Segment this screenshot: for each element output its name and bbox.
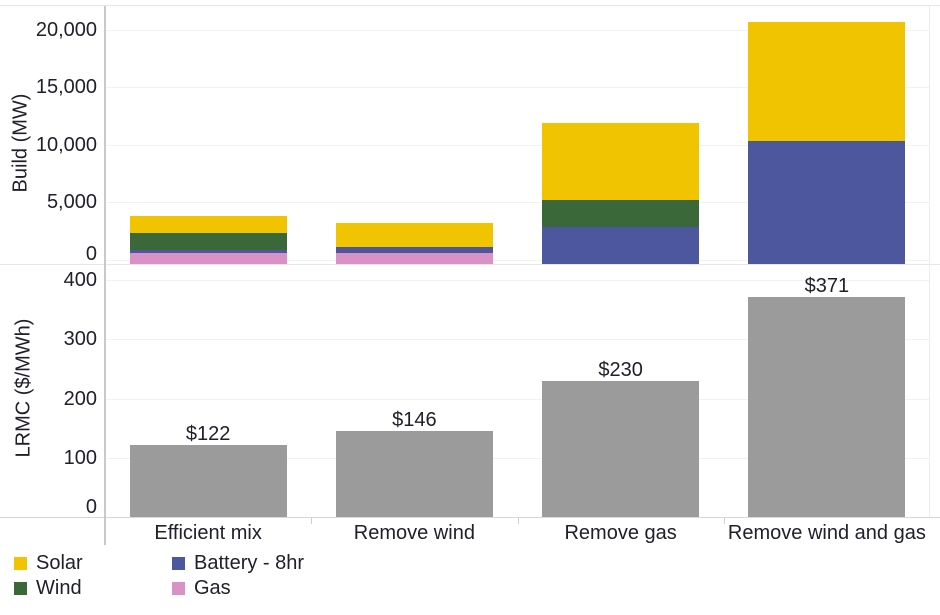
- bar-lrmc-remove-gas: [542, 380, 700, 517]
- legend-label-battery-8hr: Battery - 8hr: [194, 551, 305, 574]
- legend-swatch-solar: [14, 556, 27, 570]
- y-axis-line: [104, 6, 106, 545]
- legend-item-solar: Solar: [14, 552, 83, 574]
- y-tick-label-lrmc-100: 100: [63, 447, 97, 469]
- gridline-build-15000: [105, 87, 930, 89]
- gridline-lrmc-400: [105, 279, 930, 281]
- bar-segment-solar-efficient-mix: [129, 216, 287, 234]
- y-axis-title-build: Build (MW): [9, 93, 32, 193]
- x-category-label-remove-wind: Remove wind: [353, 522, 475, 544]
- y-tick-label-build-20000: 20,000: [35, 18, 97, 41]
- bar-lrmc-remove-wind: [335, 430, 493, 517]
- bar-segment-wind-remove-gas: [542, 199, 700, 227]
- bar-segment-gas-remove-wind: [335, 252, 493, 264]
- x-axis-line: [0, 517, 940, 518]
- bar-value-label-remove-wind: $146: [392, 408, 437, 431]
- legend-item-battery-8hr: Battery - 8hr: [172, 552, 304, 574]
- gridline-build-5000: [105, 202, 930, 204]
- bar-lrmc-efficient-mix: [129, 444, 287, 517]
- legend-item-wind: Wind: [14, 577, 83, 599]
- bar-segment-gas-efficient-mix: [129, 253, 287, 264]
- x-axis-boundary-tick-1: [311, 517, 313, 524]
- bar-segment-solar-remove-gas: [542, 122, 700, 200]
- bar-segment-battery-8hr-remove-wind: [335, 246, 493, 253]
- legend-column-1: Solar Wind: [14, 552, 83, 599]
- bar-segment-battery-8hr-efficient-mix: [129, 249, 287, 254]
- bar-segment-battery-8hr-remove-gas: [542, 226, 700, 264]
- legend-item-gas: Gas: [172, 577, 304, 599]
- y-tick-label-build-0: 0: [85, 243, 97, 265]
- y-tick-label-lrmc-200: 200: [63, 387, 97, 410]
- gridline-lrmc-300: [105, 339, 930, 340]
- x-axis-boundary-tick-2: [517, 517, 519, 524]
- y-tick-label-lrmc-400: 400: [63, 268, 97, 291]
- x-category-label-remove-gas: Remove gas: [564, 522, 677, 544]
- panel-separator: [0, 264, 940, 265]
- y-tick-label-build-15000: 15,000: [35, 76, 97, 99]
- legend-label-gas: Gas: [194, 576, 231, 599]
- bar-segment-solar-remove-wind: [335, 222, 493, 247]
- bar-segment-solar-remove-wind-and-gas: [748, 21, 906, 141]
- gridline-build-20000: [105, 29, 930, 31]
- bar-value-label-remove-wind-and-gas: $371: [804, 274, 850, 297]
- y-tick-label-lrmc-300: 300: [63, 328, 97, 350]
- legend-column-2: Battery - 8hr Gas: [172, 552, 304, 599]
- gridline-lrmc-200: [105, 398, 930, 400]
- x-category-label-efficient-mix: Efficient mix: [154, 522, 262, 544]
- plot-right-border: [929, 6, 930, 517]
- legend-swatch-gas: [172, 581, 185, 595]
- legend-swatch-battery-8hr: [172, 556, 185, 570]
- y-tick-label-lrmc-0: 0: [85, 496, 97, 518]
- x-category-label-remove-wind-and-gas: Remove wind and gas: [727, 522, 926, 544]
- x-axis-boundary-tick-3: [723, 517, 725, 524]
- bar-value-label-efficient-mix: $122: [185, 422, 231, 445]
- bar-value-label-remove-gas: $230: [598, 358, 643, 381]
- bar-segment-wind-efficient-mix: [129, 233, 287, 250]
- gridline-build-0: [105, 259, 930, 261]
- bar-lrmc-remove-wind-and-gas: [748, 296, 906, 517]
- y-tick-label-build-5000: 5,000: [46, 191, 97, 214]
- y-axis-title-lrmc: LRMC ($/MWh): [12, 318, 35, 458]
- figure-top-rule: [0, 5, 940, 6]
- gridline-build-10000: [105, 144, 930, 146]
- legend-label-wind: Wind: [36, 576, 82, 599]
- y-tick-label-build-10000: 10,000: [35, 133, 97, 156]
- bar-segment-battery-8hr-remove-wind-and-gas: [748, 140, 906, 264]
- legend-swatch-wind: [14, 581, 27, 595]
- legend-label-solar: Solar: [36, 551, 83, 574]
- gridline-lrmc-100: [105, 458, 930, 459]
